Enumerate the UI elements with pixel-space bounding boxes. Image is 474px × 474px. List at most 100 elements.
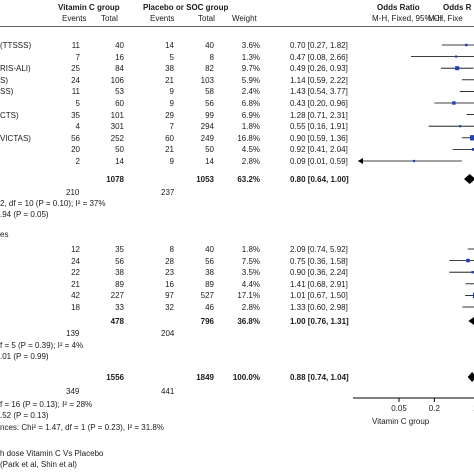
group2-row-weight: 1.8% (241, 245, 260, 254)
group1-row-odds-ratio-ci: 0.55 [0.16, 1.91] (290, 122, 348, 132)
g1-overall-effect: .94 (P = 0.05) (0, 210, 49, 219)
group1-row-events-vitc: 24 (71, 75, 80, 85)
g1-events-e2: 237 (161, 188, 175, 197)
group1-row-odds-ratio-ci: 0.49 [0.26, 0.93] (290, 64, 348, 74)
group2-row-odds-ratio-ci: 2.09 [0.74, 5.92] (290, 245, 348, 254)
group1-row-study-label: VICTAS) (0, 133, 31, 143)
g1-subtotal-t1: 1078 (106, 175, 124, 184)
group1-row-events-placebo: 9 (169, 87, 174, 97)
group1-row-weight: 6.8% (241, 99, 260, 108)
group1-row-events-vitc: 35 (71, 110, 80, 120)
study-square (472, 292, 474, 299)
group1-row-total-placebo: 294 (200, 122, 214, 132)
group1-row-total-vitc: 50 (115, 145, 124, 155)
group2-row-weight: 7.5% (241, 256, 260, 266)
study-square (455, 66, 460, 71)
group2-row-odds-ratio-ci: 0.90 [0.36, 2.24] (290, 268, 348, 278)
total-weight: 100.0% (232, 373, 260, 382)
odds-ratio-header: Odds Ratio (377, 3, 420, 12)
group2-row-total-vitc: 35 (115, 245, 124, 254)
group1-row-total-placebo: 50 (205, 145, 214, 155)
group1-row-events-vitc: 4 (75, 122, 80, 132)
group1-row-odds-ratio-ci: 0.90 [0.59, 1.36] (290, 133, 348, 143)
group1-row-events-placebo: 29 (165, 110, 174, 120)
x-tick-label: 0.05 (391, 404, 407, 413)
group1-row-study-label: (TTSSS) (0, 41, 32, 50)
group2-row-total-vitc: 38 (115, 268, 124, 278)
group1-row-events-vitc: 5 (75, 99, 80, 108)
weight-header: Weight (232, 14, 257, 23)
group1-row-events-vitc: 56 (71, 133, 80, 143)
study-square (470, 135, 474, 141)
group1-row-total-placebo: 249 (200, 133, 214, 143)
or-method-header: M-H, Fixed, 95% CI (372, 14, 442, 23)
group1-row-total-placebo: 58 (205, 87, 214, 97)
group1-row-events-placebo: 14 (165, 41, 174, 50)
group1-row-study-label: SS) (0, 87, 14, 97)
total-heterogeneity: f = 16 (P = 0.13); I² = 28% (0, 400, 93, 409)
group1-row-study-label: S) (0, 75, 8, 85)
pooled-diamond (463, 174, 474, 184)
group1-row-weight: 9.7% (241, 64, 260, 74)
group1-row-weight: 5.9% (241, 75, 260, 85)
group2-row-weight: 3.5% (241, 268, 260, 278)
total-t2: 1849 (196, 373, 214, 382)
total-overall-effect: .52 (P = 0.13) (0, 411, 49, 420)
g2-subtotal-t2: 796 (200, 317, 214, 326)
group2-row-events-vitc: 24 (71, 256, 80, 266)
group1-row-events-vitc: 7 (75, 52, 80, 62)
group1-row-events-placebo: 60 (165, 133, 174, 143)
group1-row-weight: 4.5% (241, 145, 260, 155)
events-header-2: Events (150, 14, 175, 23)
group2-row-weight: 2.8% (241, 303, 260, 312)
group1-row-odds-ratio-ci: 0.92 [0.41, 2.04] (290, 145, 348, 155)
total-header-2: Total (198, 14, 215, 23)
group1-row-odds-ratio-ci: 0.09 [0.01, 0.59] (290, 157, 348, 166)
group1-row-total-placebo: 8 (209, 52, 214, 62)
group2-row-events-vitc: 42 (71, 291, 80, 301)
group1-row-total-vitc: 106 (110, 75, 124, 85)
group1-row-total-vitc: 53 (115, 87, 124, 97)
g1-heterogeneity: 2, df = 10 (P = 0.10); I² = 37% (0, 199, 106, 208)
vitc-group-header: Vitamin C group (58, 3, 120, 12)
group1-row-events-placebo: 7 (169, 122, 174, 132)
ci-arrow (358, 158, 363, 164)
g2-subtotal-t1: 478 (110, 317, 124, 326)
plot-odds-ratio-header: Odds R (443, 3, 472, 12)
g2-events-e2: 204 (161, 329, 175, 338)
group2-row-odds-ratio-ci: 1.41 [0.68, 2.91] (290, 279, 348, 289)
group1-row-study-label: RIS-ALI) (0, 64, 31, 74)
study-square (455, 55, 458, 58)
group1-row-odds-ratio-ci: 1.28 [0.71, 2.31] (290, 110, 348, 120)
study-square (465, 43, 468, 47)
study-square (471, 148, 474, 151)
g1-subtotal-t2: 1053 (196, 175, 214, 184)
group2-row-total-placebo: 40 (205, 245, 214, 254)
footer-line-1: h dose Vitamin C Vs Placebo (0, 449, 104, 458)
g1-events-e1: 210 (66, 188, 80, 197)
group1-row-odds-ratio-ci: 0.47 [0.08, 2.66] (290, 52, 348, 62)
study-square (466, 258, 470, 263)
group2-row-weight: 17.1% (237, 291, 260, 301)
group1-row-events-placebo: 9 (169, 157, 174, 166)
plot-method-header: M-H, Fixe (428, 14, 463, 23)
group1-row-weight: 1.8% (241, 122, 260, 132)
group2-row-total-placebo: 89 (205, 279, 214, 289)
group1-row-events-vitc: 2 (75, 157, 80, 166)
group2-row-total-placebo: 46 (205, 303, 214, 312)
group1-row-weight: 16.8% (237, 133, 260, 143)
group2-row-total-vitc: 56 (115, 256, 124, 266)
group2-row-total-vitc: 227 (110, 291, 124, 301)
total-ci: 0.88 [0.74, 1.04] (290, 373, 349, 382)
group1-row-total-placebo: 40 (205, 41, 214, 50)
group2-row-total-placebo: 56 (205, 256, 214, 266)
group1-row-odds-ratio-ci: 1.43 [0.54, 3.77] (290, 87, 348, 97)
group2-row-events-placebo: 16 (165, 279, 174, 289)
g2-subtotal-ci: 1.00 [0.76, 1.31] (290, 317, 349, 326)
group2-row-total-vitc: 33 (115, 303, 124, 312)
group1-row-events-vitc: 11 (71, 41, 80, 50)
group2-row-events-vitc: 22 (71, 268, 80, 278)
pooled-diamond (467, 372, 474, 382)
group1-row-odds-ratio-ci: 0.70 [0.27, 1.82] (290, 41, 348, 50)
